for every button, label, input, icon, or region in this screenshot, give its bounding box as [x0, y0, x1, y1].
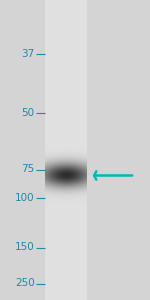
Text: 150: 150 — [15, 242, 34, 253]
Text: 100: 100 — [15, 193, 34, 203]
Text: 37: 37 — [21, 49, 34, 59]
Text: 75: 75 — [21, 164, 34, 175]
Text: 50: 50 — [21, 107, 34, 118]
Text: 250: 250 — [15, 278, 34, 289]
